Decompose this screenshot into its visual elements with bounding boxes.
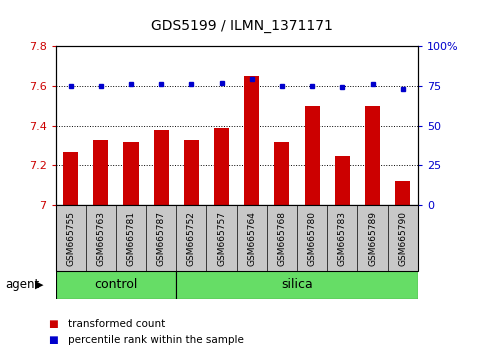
Text: GSM665790: GSM665790 <box>398 211 407 266</box>
Text: GSM665763: GSM665763 <box>96 211 105 266</box>
Text: ■: ■ <box>48 335 58 345</box>
Bar <box>365 106 380 205</box>
Text: ▶: ▶ <box>35 280 43 290</box>
Text: percentile rank within the sample: percentile rank within the sample <box>68 335 243 345</box>
Text: silica: silica <box>281 279 313 291</box>
Text: GSM665752: GSM665752 <box>187 211 196 266</box>
Bar <box>124 142 139 205</box>
Text: GSM665768: GSM665768 <box>277 211 286 266</box>
Text: GDS5199 / ILMN_1371171: GDS5199 / ILMN_1371171 <box>151 19 332 34</box>
Bar <box>93 139 108 205</box>
Text: GSM665755: GSM665755 <box>66 211 75 266</box>
Text: GSM665789: GSM665789 <box>368 211 377 266</box>
Bar <box>154 130 169 205</box>
Bar <box>176 271 418 299</box>
Bar <box>214 128 229 205</box>
Bar <box>335 155 350 205</box>
Text: GSM665781: GSM665781 <box>127 211 136 266</box>
Bar <box>184 139 199 205</box>
Text: GSM665764: GSM665764 <box>247 211 256 266</box>
Text: agent: agent <box>5 279 39 291</box>
Text: GSM665783: GSM665783 <box>338 211 347 266</box>
Bar <box>56 271 176 299</box>
Bar <box>395 181 410 205</box>
Bar <box>274 142 289 205</box>
Text: GSM665757: GSM665757 <box>217 211 226 266</box>
Text: control: control <box>94 279 138 291</box>
Text: GSM665780: GSM665780 <box>308 211 317 266</box>
Text: transformed count: transformed count <box>68 319 165 329</box>
Text: GSM665787: GSM665787 <box>156 211 166 266</box>
Bar <box>305 106 320 205</box>
Text: ■: ■ <box>48 319 58 329</box>
Bar <box>244 76 259 205</box>
Bar <box>63 152 78 205</box>
